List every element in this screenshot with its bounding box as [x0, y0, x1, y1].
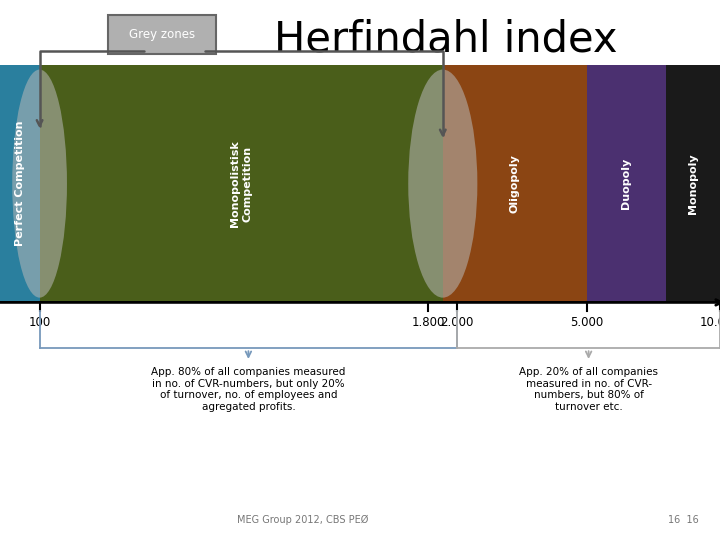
- Text: MEG Group 2012, CBS PEØ: MEG Group 2012, CBS PEØ: [237, 515, 368, 525]
- Text: Herfindahl index: Herfindahl index: [274, 19, 617, 61]
- Text: Oligopoly: Oligopoly: [510, 154, 520, 213]
- Text: Monopolistisk
Competition: Monopolistisk Competition: [230, 140, 252, 227]
- Text: Grey zones: Grey zones: [129, 28, 195, 41]
- Text: 100: 100: [29, 316, 50, 329]
- Text: 5.000: 5.000: [570, 316, 603, 329]
- Text: App. 20% of all companies
measured in no. of CVR-
numbers, but 80% of
turnover e: App. 20% of all companies measured in no…: [519, 367, 658, 412]
- Bar: [0, 65, 40, 302]
- Text: 16  16: 16 16: [667, 515, 698, 525]
- Bar: [666, 65, 720, 302]
- Bar: [587, 65, 666, 302]
- Text: Duopoly: Duopoly: [621, 158, 631, 209]
- Ellipse shape: [408, 70, 477, 298]
- Text: App. 80% of all companies measured
in no. of CVR-numbers, but only 20%
of turnov: App. 80% of all companies measured in no…: [151, 367, 346, 412]
- Bar: [443, 65, 587, 302]
- Text: 2.000: 2.000: [441, 316, 474, 329]
- Text: Perfect Competition: Perfect Competition: [15, 121, 24, 246]
- Text: 10.000: 10.000: [700, 316, 720, 329]
- Text: 1.800: 1.800: [412, 316, 445, 329]
- FancyBboxPatch shape: [108, 15, 216, 54]
- Ellipse shape: [12, 70, 67, 298]
- Bar: [40, 65, 443, 302]
- Text: Monopoly: Monopoly: [688, 153, 698, 214]
